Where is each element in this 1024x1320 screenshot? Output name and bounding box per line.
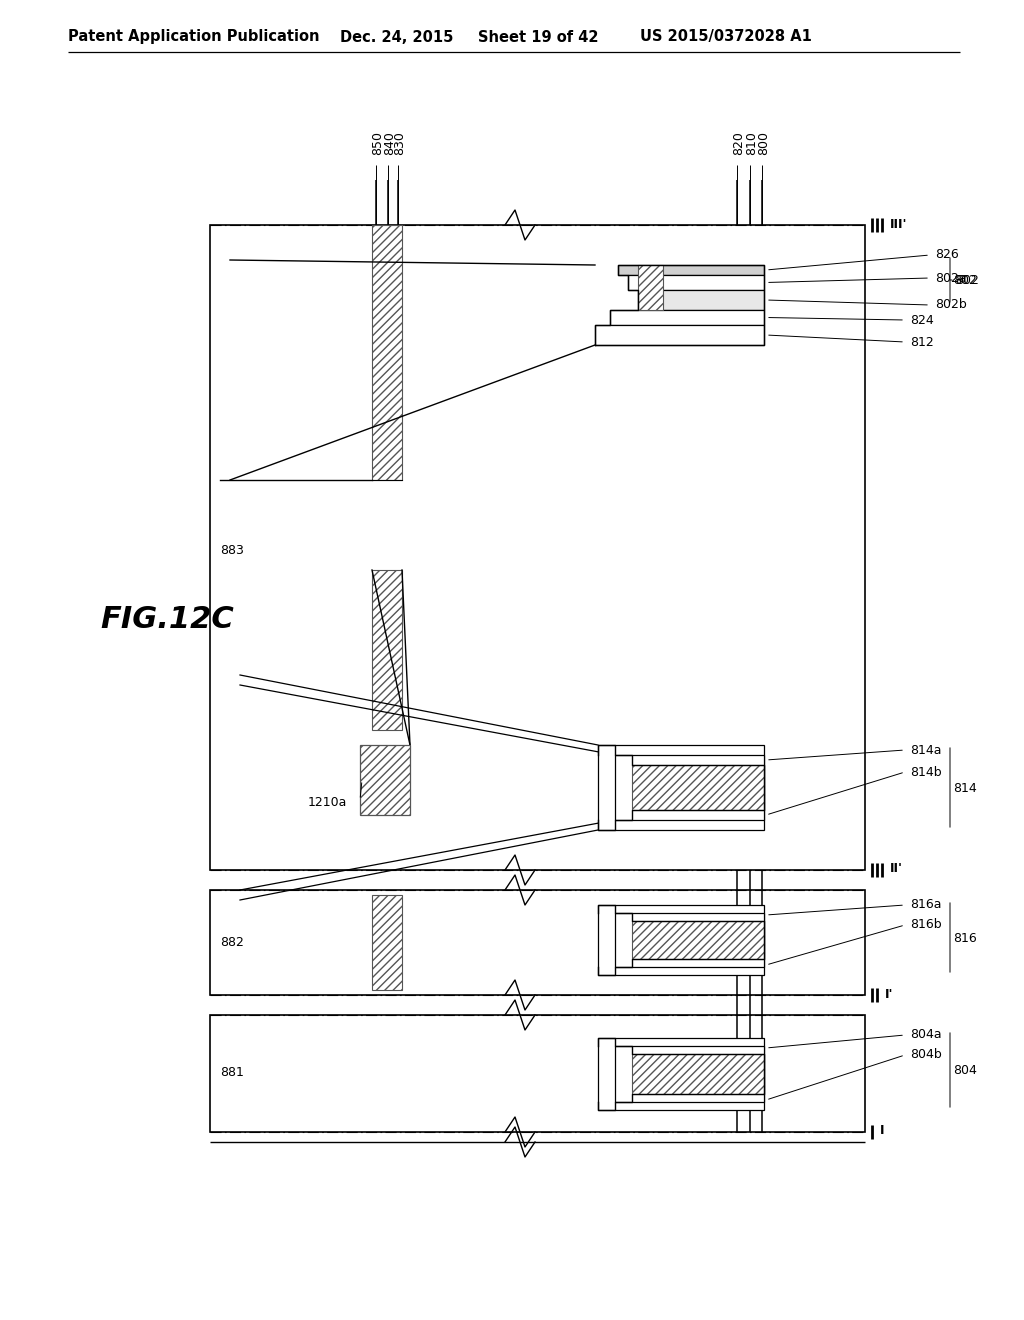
Bar (615, 755, 764, 820)
Text: 814b: 814b (910, 766, 942, 779)
Bar (632, 766, 764, 810)
Text: 802: 802 (953, 273, 977, 286)
Text: 802b: 802b (935, 298, 967, 312)
Text: 883: 883 (220, 544, 244, 557)
Text: III': III' (890, 218, 907, 231)
Bar (615, 1045, 764, 1102)
Bar (610, 310, 764, 325)
Text: 826: 826 (935, 248, 958, 261)
Text: I': I' (885, 987, 894, 1001)
Bar (360, 744, 410, 814)
Text: 802: 802 (955, 273, 979, 286)
Text: 800: 800 (758, 131, 770, 154)
Text: Sheet 19 of 42: Sheet 19 of 42 (478, 29, 598, 45)
Bar (618, 265, 764, 275)
Text: 816: 816 (953, 932, 977, 945)
Text: 816a: 816a (910, 899, 941, 912)
Text: 824: 824 (910, 314, 934, 326)
Bar (595, 325, 764, 345)
Bar (615, 913, 764, 968)
Bar (628, 275, 764, 290)
Bar (598, 1038, 764, 1110)
Text: 814: 814 (953, 781, 977, 795)
Bar (210, 224, 865, 870)
Text: 802a: 802a (935, 272, 967, 285)
Bar (632, 921, 764, 960)
Bar (372, 224, 402, 480)
Text: 812: 812 (910, 335, 934, 348)
Text: 881: 881 (220, 1065, 244, 1078)
Text: 804a: 804a (910, 1028, 942, 1041)
Bar (210, 890, 865, 995)
Text: Dec. 24, 2015: Dec. 24, 2015 (340, 29, 454, 45)
Text: 816b: 816b (910, 919, 942, 932)
Text: 840: 840 (384, 131, 396, 154)
Bar (598, 906, 764, 975)
Text: 850: 850 (372, 131, 384, 154)
Text: 820: 820 (732, 131, 745, 154)
Text: 810: 810 (745, 131, 759, 154)
Text: 830: 830 (393, 131, 407, 154)
Bar (210, 1015, 865, 1133)
Text: I: I (880, 1125, 885, 1138)
Text: 1210a: 1210a (308, 796, 347, 808)
Text: FIG.12C: FIG.12C (100, 606, 233, 635)
Text: US 2015/0372028 A1: US 2015/0372028 A1 (640, 29, 812, 45)
Bar (598, 744, 764, 830)
Bar (372, 570, 402, 730)
Text: 882: 882 (220, 936, 244, 949)
Bar (632, 1053, 764, 1094)
Bar (638, 265, 663, 310)
Text: 804: 804 (953, 1064, 977, 1077)
Text: 814a: 814a (910, 743, 941, 756)
Text: II': II' (890, 862, 903, 875)
Text: Patent Application Publication: Patent Application Publication (68, 29, 319, 45)
Text: 804b: 804b (910, 1048, 942, 1061)
Bar (638, 290, 764, 310)
Bar (372, 895, 402, 990)
